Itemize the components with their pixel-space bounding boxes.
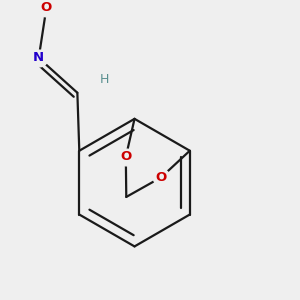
- Text: N: N: [33, 52, 44, 64]
- Text: O: O: [156, 171, 167, 184]
- Text: H: H: [100, 73, 109, 86]
- Text: O: O: [41, 1, 52, 14]
- Text: O: O: [120, 150, 131, 164]
